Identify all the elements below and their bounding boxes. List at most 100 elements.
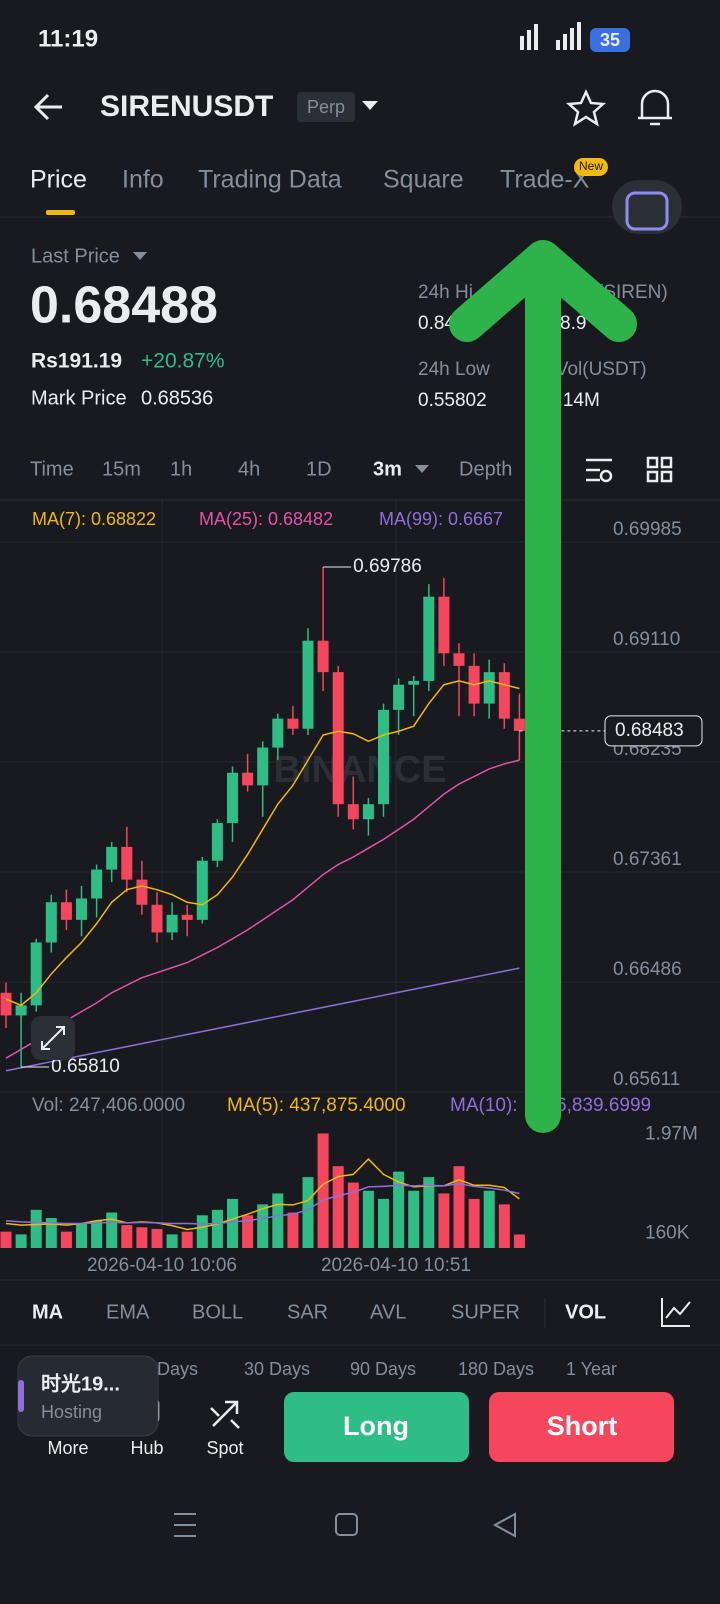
interval[interactable]: 4h bbox=[238, 458, 260, 480]
volume-bar bbox=[196, 1215, 208, 1248]
dropdown bbox=[415, 465, 429, 473]
hosting-card[interactable] bbox=[17, 1355, 159, 1437]
nav-back[interactable] bbox=[492, 1512, 516, 1538]
period[interactable]: Days bbox=[157, 1359, 198, 1379]
ma-legend: MA(99): 0.6667 bbox=[379, 509, 503, 529]
interval[interactable]: 15m bbox=[102, 458, 141, 480]
symbol[interactable]: SIRENUSDT bbox=[100, 90, 273, 123]
volume-bar bbox=[483, 1190, 495, 1248]
interval[interactable]: 1D bbox=[306, 458, 332, 480]
low-marker-label: 0.65810 bbox=[51, 1056, 120, 1077]
volume-bar bbox=[332, 1166, 344, 1248]
stat-label: 24h Hi bbox=[418, 282, 473, 303]
volume-bar bbox=[91, 1220, 103, 1248]
hosting-accent bbox=[18, 1380, 24, 1412]
volume-bar bbox=[362, 1190, 374, 1248]
period[interactable]: 180 Days bbox=[458, 1359, 534, 1379]
favorite[interactable] bbox=[565, 88, 607, 127]
volume-bar bbox=[453, 1166, 465, 1248]
interval[interactable]: 1h bbox=[170, 458, 192, 480]
volume-bar bbox=[408, 1190, 420, 1248]
candle-body bbox=[453, 653, 465, 666]
nav-home[interactable] bbox=[335, 1513, 358, 1536]
candle-body bbox=[91, 869, 103, 899]
indicator[interactable]: SUPER bbox=[451, 1301, 520, 1323]
volume-bar bbox=[60, 1231, 72, 1248]
indicator[interactable]: SAR bbox=[287, 1301, 328, 1323]
ai-icon bbox=[625, 191, 669, 231]
ma-line bbox=[5, 680, 520, 1007]
last-price-label[interactable]: Last Price bbox=[31, 245, 120, 267]
interval[interactable]: Depth bbox=[459, 458, 512, 480]
mark-price: 0.68536 bbox=[141, 387, 213, 409]
candle-body bbox=[76, 898, 87, 920]
tab[interactable]: Price bbox=[30, 166, 87, 194]
volume-legend: MA(5): 437,875.4000 bbox=[227, 1095, 406, 1116]
badge-bg bbox=[297, 92, 355, 122]
candle-body bbox=[317, 640, 329, 673]
candle-body bbox=[15, 1005, 27, 1016]
candle-body bbox=[106, 846, 118, 870]
chart-settings[interactable] bbox=[586, 458, 613, 483]
nav-recents[interactable] bbox=[174, 1513, 196, 1537]
tab[interactable]: Square bbox=[383, 166, 464, 194]
volume-bar bbox=[15, 1234, 27, 1248]
nav-hub[interactable]: Hub bbox=[130, 1438, 163, 1458]
candle-body bbox=[362, 804, 374, 820]
period[interactable]: 90 Days bbox=[350, 1359, 416, 1379]
indicator[interactable]: MA bbox=[32, 1301, 63, 1323]
interval[interactable]: Time bbox=[30, 458, 74, 480]
tab[interactable]: Info bbox=[122, 166, 164, 194]
candle-body bbox=[0, 992, 12, 1016]
nav-spot[interactable]: Spot bbox=[206, 1438, 243, 1458]
dropdown bbox=[133, 252, 147, 260]
dropdown[interactable] bbox=[362, 101, 378, 110]
stat-value: 8.9 bbox=[560, 313, 586, 334]
x-tick-label: 2026-04-10 10:06 bbox=[87, 1255, 237, 1276]
candle-body bbox=[393, 684, 405, 710]
indicator[interactable]: AVL bbox=[370, 1301, 406, 1323]
volume-tick-label: 160K bbox=[645, 1222, 690, 1243]
candle-body bbox=[136, 879, 148, 905]
candle-body bbox=[166, 914, 178, 933]
stat-value: 0.55802 bbox=[418, 390, 487, 411]
tab[interactable]: Trading Data bbox=[198, 166, 342, 194]
y-tick-label: 0.69110 bbox=[613, 629, 680, 650]
new-badge: New bbox=[579, 159, 603, 173]
period[interactable]: 30 Days bbox=[244, 1359, 310, 1379]
long-button[interactable] bbox=[284, 1392, 469, 1462]
volume-bar bbox=[257, 1204, 269, 1248]
nav-more[interactable]: More bbox=[47, 1438, 88, 1458]
volume-bar bbox=[227, 1198, 238, 1248]
back-button[interactable] bbox=[33, 93, 62, 121]
layout-toggle[interactable] bbox=[646, 456, 673, 483]
ma-legend: MA(7): 0.68822 bbox=[32, 509, 156, 529]
short-label: Short bbox=[547, 1411, 618, 1441]
y-tick-label: 0.65611 bbox=[613, 1069, 680, 1090]
volume-bar bbox=[242, 1215, 254, 1248]
price-change: +20.87% bbox=[141, 350, 225, 373]
y-tick-label: 0.67361 bbox=[613, 849, 682, 870]
ma-line bbox=[5, 759, 520, 1059]
perp-badge: Perp bbox=[307, 97, 345, 117]
ma-line bbox=[5, 1182, 520, 1225]
interval[interactable]: 3m bbox=[373, 458, 402, 480]
candle-body bbox=[302, 640, 314, 729]
indicator[interactable]: VOL bbox=[565, 1301, 606, 1323]
period[interactable]: 1 Year bbox=[566, 1359, 617, 1379]
candle-body bbox=[332, 672, 344, 805]
candle-body bbox=[151, 904, 163, 933]
notifications[interactable] bbox=[638, 89, 672, 126]
high-marker-label: 0.69786 bbox=[353, 556, 422, 577]
short-button[interactable] bbox=[489, 1392, 674, 1462]
indicator-settings[interactable] bbox=[661, 1298, 691, 1327]
volume-bar bbox=[438, 1193, 450, 1248]
candle-body bbox=[347, 804, 359, 820]
indicator[interactable]: EMA bbox=[106, 1301, 150, 1323]
indicator[interactable]: BOLL bbox=[192, 1301, 243, 1323]
stat-value: 0.84 bbox=[418, 313, 455, 334]
candle-body bbox=[423, 596, 435, 681]
volume-bar bbox=[121, 1225, 133, 1248]
ai-button[interactable] bbox=[612, 180, 682, 234]
